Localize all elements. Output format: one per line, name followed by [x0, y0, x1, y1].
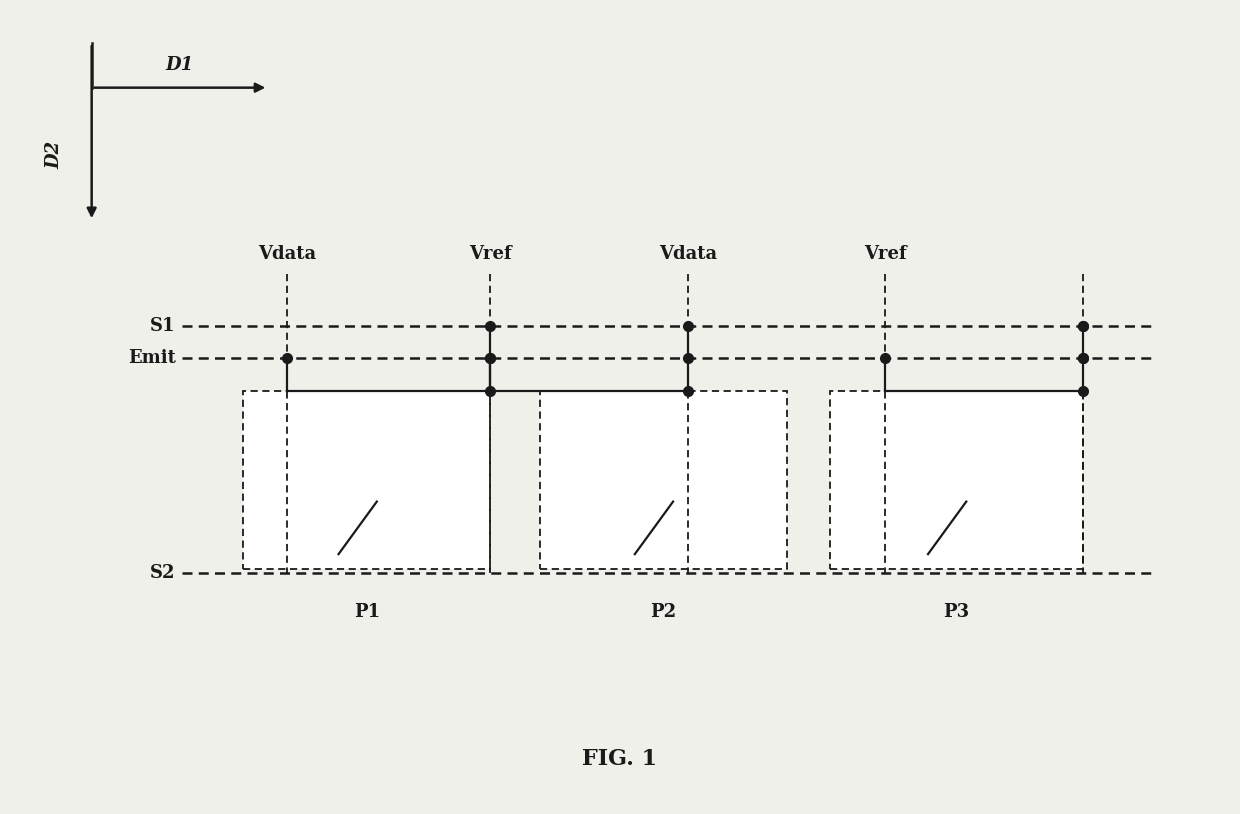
FancyBboxPatch shape — [243, 391, 490, 569]
Text: Vref: Vref — [864, 245, 906, 263]
Text: Emit: Emit — [128, 349, 176, 367]
Text: P2: P2 — [650, 603, 676, 621]
Text: Vref: Vref — [469, 245, 512, 263]
FancyBboxPatch shape — [539, 391, 786, 569]
Text: D2: D2 — [46, 141, 63, 168]
FancyBboxPatch shape — [830, 391, 1083, 569]
Text: S1: S1 — [150, 317, 176, 335]
Text: FIG. 1: FIG. 1 — [583, 748, 657, 770]
Text: Vdata: Vdata — [658, 245, 717, 263]
Text: S2: S2 — [150, 564, 176, 582]
Text: D1: D1 — [165, 56, 193, 74]
Text: P3: P3 — [944, 603, 970, 621]
Text: Vdata: Vdata — [258, 245, 316, 263]
Text: P1: P1 — [353, 603, 379, 621]
